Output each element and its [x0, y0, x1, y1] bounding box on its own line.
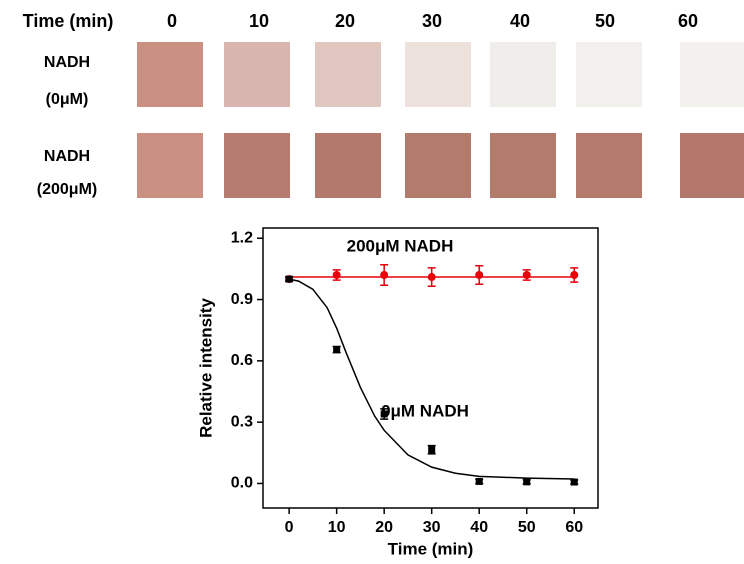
swatch: [224, 42, 290, 107]
row-label: NADH: [44, 148, 90, 165]
x-tick-label: 30: [423, 519, 441, 536]
data-point: [427, 273, 436, 282]
y-axis-label: Relative intensity: [196, 298, 215, 438]
fit-curve: [288, 278, 575, 480]
data-point: [475, 271, 484, 280]
swatch: [315, 133, 381, 198]
swatch: [137, 42, 203, 107]
swatch: [137, 133, 203, 198]
data-point: [522, 271, 531, 280]
series-label: 0μM NADH: [381, 401, 469, 420]
data-point: [523, 478, 531, 486]
time-label: 40: [510, 11, 530, 31]
time-label: 10: [249, 11, 269, 31]
swatch: [576, 133, 642, 198]
swatch-row-0: [137, 42, 744, 107]
swatch: [680, 133, 744, 198]
swatch: [405, 42, 471, 107]
data-point: [380, 410, 388, 418]
y-tick-label: 1.2: [231, 229, 253, 246]
time-label: 0: [167, 11, 177, 31]
swatch: [576, 42, 642, 107]
row-label: (0μM): [46, 91, 89, 108]
time-label: 60: [678, 11, 698, 31]
data-point: [475, 477, 483, 485]
x-tick-label: 0: [285, 519, 294, 536]
plot-frame: [262, 227, 599, 509]
x-tick-label: 10: [328, 519, 346, 536]
x-tick-label: 60: [565, 519, 583, 536]
swatch-row-1: [137, 133, 744, 198]
y-tick-label: 0.9: [231, 291, 253, 308]
swatch: [490, 42, 556, 107]
data-point: [570, 478, 578, 486]
x-tick-label: 20: [375, 519, 393, 536]
data-point: [428, 446, 436, 454]
y-tick-label: 0.3: [231, 413, 253, 430]
x-tick-label: 50: [518, 519, 536, 536]
swatch: [680, 42, 744, 107]
swatch: [490, 133, 556, 198]
swatch: [405, 133, 471, 198]
x-axis-label: Time (min): [388, 539, 474, 558]
time-label: 50: [595, 11, 615, 31]
data-point: [285, 275, 293, 283]
data-point: [380, 271, 389, 280]
row-label: NADH: [44, 54, 90, 71]
series-label: 200μM NADH: [347, 236, 454, 255]
swatch: [224, 133, 290, 198]
time-label: 20: [335, 11, 355, 31]
row-label: (200μM): [37, 181, 97, 198]
swatch: [315, 42, 381, 107]
data-point: [333, 346, 341, 354]
time-header: Time (min): [23, 11, 114, 31]
data-point: [332, 271, 341, 280]
y-tick-label: 0.6: [231, 352, 253, 369]
data-point: [570, 271, 579, 280]
x-tick-label: 40: [470, 519, 488, 536]
y-tick-label: 0.0: [231, 475, 253, 492]
time-label: 30: [422, 11, 442, 31]
